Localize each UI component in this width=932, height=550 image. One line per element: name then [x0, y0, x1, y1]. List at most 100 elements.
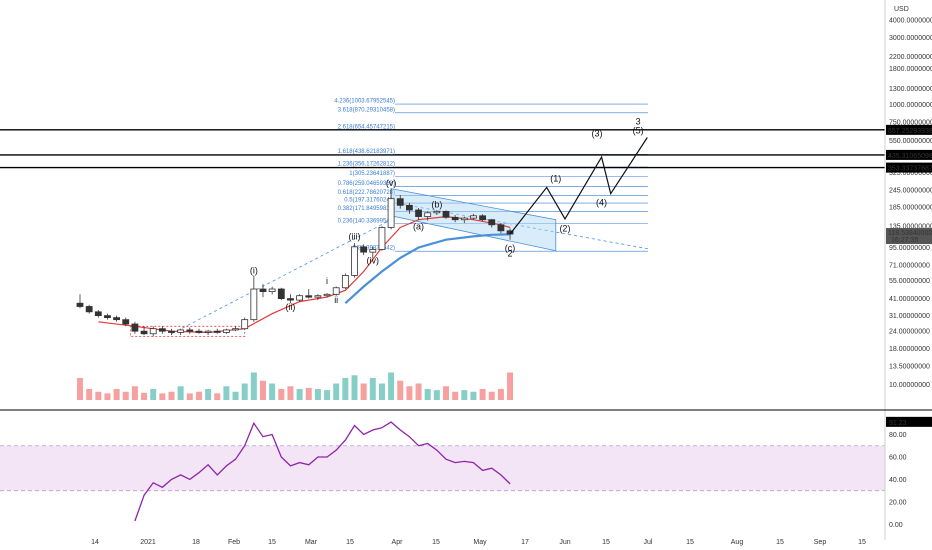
x-tick-label: Jun: [559, 539, 570, 546]
volume-bar: [397, 380, 404, 400]
volume-bar: [470, 391, 477, 400]
candle-body: [122, 319, 130, 325]
x-tick-label: 15: [686, 539, 694, 546]
candle-body: [433, 210, 441, 214]
volume-bar: [168, 391, 175, 400]
candle-body: [204, 330, 212, 333]
candle-body: [497, 224, 505, 232]
price-tick-label: 71.00000000: [889, 263, 930, 270]
price-tick-label: 41.00000000: [889, 296, 930, 303]
fib-level-label: 0(89.39838642): [353, 246, 395, 252]
volume-bar: [269, 383, 276, 400]
volume-bar: [287, 386, 294, 400]
volume-bar: [378, 383, 385, 400]
x-tick-label: 15: [858, 539, 866, 546]
fib-level-label: 0.382(171.84959835): [338, 206, 395, 212]
candle-body: [250, 288, 258, 321]
candle-body: [378, 227, 386, 250]
price-tick-label: 1300.00000000: [889, 86, 932, 93]
candle-body: [259, 288, 267, 293]
wave-label: 2: [508, 248, 513, 258]
x-tick-label: Aug: [731, 539, 744, 546]
volume-bar: [369, 378, 376, 400]
candle-body: [314, 295, 322, 298]
x-tick-label: 15: [776, 539, 784, 546]
wave-label: (c): [505, 243, 516, 253]
price-tick-label: 2200.00000000: [889, 54, 932, 61]
marked-level-badge: [886, 124, 932, 135]
rsi-tick-label: 0.00: [889, 522, 903, 529]
candle-countdown: 16:27:35: [891, 237, 918, 244]
wave-label: (a): [413, 221, 424, 231]
wave-label: (4): [596, 197, 607, 207]
rsi-tick-label: 40.00: [889, 477, 907, 484]
current-price-label: 118.53840000: [888, 230, 932, 237]
volume-bar: [131, 386, 138, 400]
price-tick-label: 24.00000000: [889, 329, 930, 336]
wave-label: (i): [250, 265, 258, 275]
candle-body: [415, 209, 422, 217]
ma-short-line: [98, 215, 511, 334]
candle-body: [351, 246, 358, 276]
price-pane[interactable]: 4.236(1003.67952545) 3.618(870.29310458) 2…: [0, 99, 885, 400]
candle-body: [222, 329, 230, 333]
price-tick-label: 31.00000000: [889, 313, 930, 320]
volume-bar: [433, 390, 440, 400]
volume-bar: [214, 393, 221, 400]
wave-label: (iii): [349, 232, 361, 242]
wave-label: (iv): [367, 256, 380, 266]
candle-body: [195, 330, 203, 333]
volume-bar: [113, 389, 120, 400]
candle-body: [94, 311, 102, 317]
volume-bar: [159, 393, 166, 400]
volume-bar: [507, 372, 514, 400]
candle-body: [277, 288, 285, 300]
wave-projection: [509, 137, 648, 235]
rsi-tick-label: 60.00: [889, 454, 907, 461]
candle-body: [76, 302, 84, 307]
channel-projection-line: [391, 201, 649, 250]
candle-body: [369, 249, 377, 253]
rsi-marked-label: 91.23: [889, 420, 907, 427]
volume-bar: [342, 378, 349, 400]
x-tick-label: 18: [192, 539, 200, 546]
volume-bar: [314, 389, 321, 400]
candle-body: [460, 217, 468, 221]
volume-bar: [443, 386, 449, 400]
candle-body: [232, 328, 239, 331]
wave-label: (1): [550, 174, 561, 184]
wave-label: (ii): [285, 302, 295, 312]
price-tick-label: 1800.00000000: [889, 66, 932, 73]
volume-bar: [479, 389, 486, 400]
candle-body: [405, 204, 413, 211]
volume-bar: [415, 383, 422, 400]
candle-body: [451, 216, 459, 221]
price-tick-label: 55.00000000: [889, 278, 930, 285]
volume-bar: [104, 393, 111, 400]
marked-level-label: 353.33737687: [888, 166, 932, 173]
wave-label: 3: [636, 116, 641, 126]
candle-body: [442, 210, 450, 218]
x-tick-label: 14: [91, 539, 99, 546]
fib-level-label: 0.618(222.78620728): [338, 190, 395, 196]
volume-bar: [195, 391, 202, 400]
candle-body: [85, 306, 93, 313]
marked-level-badge: [886, 162, 932, 173]
candle-body: [186, 329, 194, 332]
candle-body: [287, 298, 294, 301]
volume-bar: [497, 389, 504, 400]
rsi-pane[interactable]: [0, 421, 885, 522]
candle-body: [470, 215, 477, 219]
wave-label: ii: [334, 295, 338, 305]
volume-bar: [406, 386, 413, 400]
fib-level-label: 0.236(140.33699546): [338, 218, 395, 224]
candle-body: [213, 330, 221, 333]
marked-level-badge: [886, 149, 932, 160]
candle-body: [396, 198, 404, 206]
price-tick-label: 550.00000000: [889, 138, 932, 145]
volume-bar: [360, 383, 367, 400]
volume-bar: [223, 386, 230, 400]
volume-bar: [324, 390, 331, 400]
